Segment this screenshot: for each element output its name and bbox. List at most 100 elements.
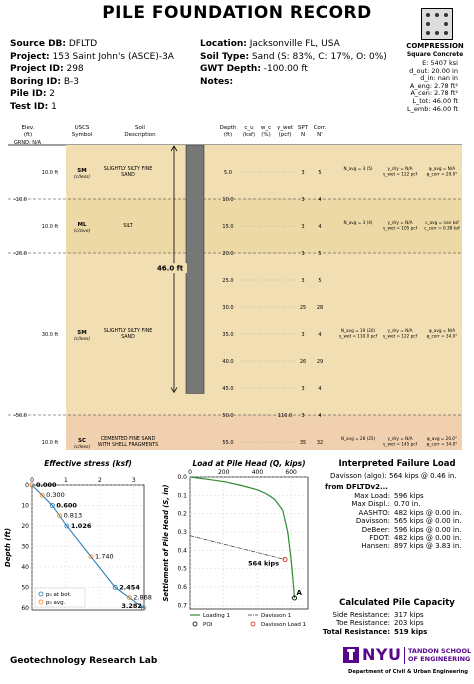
depth-value: 20.0 [222,251,233,257]
column-header: Description [124,132,156,138]
uscs-sub: (c/less) [74,336,90,342]
result-row: Max Load: 596 kips [320,492,474,500]
result-label: Side Resistance: [332,611,390,619]
result-value: 0.70 in. [394,500,421,509]
spt-value: 3 [301,170,304,176]
uscs-symbol: ML [78,222,87,228]
legend-marker [38,591,44,597]
soil-profile: Elev.(ft)USCSSymbolSoilDescriptionDepth(… [8,125,462,450]
pile-property: d_out: 20.00 in [409,66,458,75]
layer-strength: φ_corr = 34.0° [427,334,458,339]
x-tick: 2 [98,477,102,484]
y-axis-label: Depth (ft) [4,528,12,567]
davisson-annotation: 564 kips [248,560,279,568]
result-value: 482 kips @ 0.00 in. [394,534,462,543]
info-row: Test ID: 1 [10,101,200,114]
info-row-value: Sand (S: 83%, C: 17%, O: 0%) [249,51,387,62]
arrow-head-top [170,145,178,152]
info-row: Notes: [200,76,410,89]
layer-unit-weight: γ_wet = 105 pcf [383,226,418,231]
info-row-value: Jacksonville FL, USA [246,39,340,49]
unit-weight-value: 110.0 [278,413,292,419]
data-label: 2.868 [133,594,152,602]
data-label: 0.600 [56,501,77,509]
y-tick: 0 [25,482,29,489]
data-label: 1.026 [71,522,92,530]
soil-layer [66,415,462,450]
result-value: 565 kips @ 0.00 in. [394,517,462,526]
capacity-rows: Side Resistance: 317 kips Toe Resistance: 2… [320,611,474,636]
soil-description: SLIGHTLY SILTY FINE [104,328,153,334]
column-header: (ft) [224,132,232,138]
result-value: 596 kips @ 0.00 in. [394,525,462,534]
info-row-label: Project: [10,51,50,62]
effective-stress-chart: Effective stress (ksf)0 1 2 30102030405060D… [4,459,152,612]
legend-label: Loading 1 [203,613,230,619]
corr-n-value: 4 [318,332,321,338]
column-header: N [301,132,305,138]
pile-type-title: COMPRESSION [406,42,464,50]
result-value: 897 kips @ 3.83 in. [394,542,462,551]
column-header: USCS [75,125,90,131]
poi-point [292,595,297,601]
spt-value: 26 [300,359,306,365]
series-point-avg [29,482,35,488]
layer-n-avg: N_avg = 19 (20) [341,328,376,333]
pile-property: E: 5407 ksi [422,59,458,67]
nyu-wordmark: NYU [362,645,402,664]
y-tick: 0.5 [177,566,187,573]
info-row-label: Test ID: [10,101,49,112]
info-row-value: 153 Saint John's (ASCE)-3A [49,51,174,62]
legend-marker [38,599,44,605]
soil-description: SILT [123,223,132,229]
davisson-line [189,535,286,560]
x-tick: 3 [132,477,136,484]
column-header: Symbol [72,132,93,138]
layer-n-avg: N_avg = 28 (25) [341,436,376,441]
uscs-sub: (c/sive) [74,228,91,234]
depth-value: 10.0 [222,197,233,203]
info-row-value: 298 [63,64,84,74]
result-label: Max Displ.: [351,500,390,509]
info-right: Location: Jacksonville FL, USA Soil Type:… [200,38,410,88]
info-row-value: 2 [46,89,56,99]
info-row-value: B-3 [60,76,79,87]
uscs-symbol: SM [77,330,86,336]
spt-value: 3 [301,224,304,230]
info-row-label: Boring ID: [10,76,61,87]
result-row: Max Displ.: 0.70 in. [320,500,474,508]
result-label: Davisson: [355,517,390,526]
corr-n-value: 29 [317,359,323,365]
failure-rows: Max Load: 596 kips Max Displ.: 0.70 in. AASH… [320,492,474,551]
pile-property: L_tot: 46.00 ft [412,96,458,105]
data-label: 1.740 [95,553,114,561]
result-label: Max Load: [354,492,390,500]
layer-thickness: 10.0 ft [42,440,58,446]
result-row: DeBeer: 596 kips @ 0.00 in. [320,526,474,534]
corr-n-value: 4 [318,413,321,419]
pile-property: d_in: nan in [420,74,458,83]
column-header: SPT [298,125,309,131]
result-value: 519 kips [394,627,428,636]
layer-strength: φ_avg = 26.0° [427,436,457,441]
info-row: GWT Depth: -100.00 ft [200,63,410,76]
y-tick: 0.1 [177,492,187,499]
info-left: Source DB: DFLTD Project: 153 Saint John'… [10,38,200,113]
legend-label: p₀ at bot. [46,592,72,598]
y-tick: 0.4 [177,547,187,554]
result-label: DeBeer: [361,525,390,534]
from-label: from DFLTDv2... [325,483,388,491]
result-row: AASHTO: 482 kips @ 0.00 in. [320,509,474,517]
series-point-avg [88,554,94,560]
series-point-bot [112,585,118,590]
pile-section-icon [421,8,453,40]
depth-value: 55.0 [222,440,233,446]
result-row: FDOT: 482 kips @ 0.00 in. [320,534,474,542]
column-header: (ft) [24,132,32,138]
info-row: Project ID: 298 [10,63,200,76]
elevation-tick: -20.0 [14,251,27,257]
chart-title: Load at Pile Head (Q, kips) [192,459,305,468]
y-tick: 0.6 [177,584,187,591]
x-tick: 400 [252,469,264,476]
result-label: FDOT: [369,534,390,543]
